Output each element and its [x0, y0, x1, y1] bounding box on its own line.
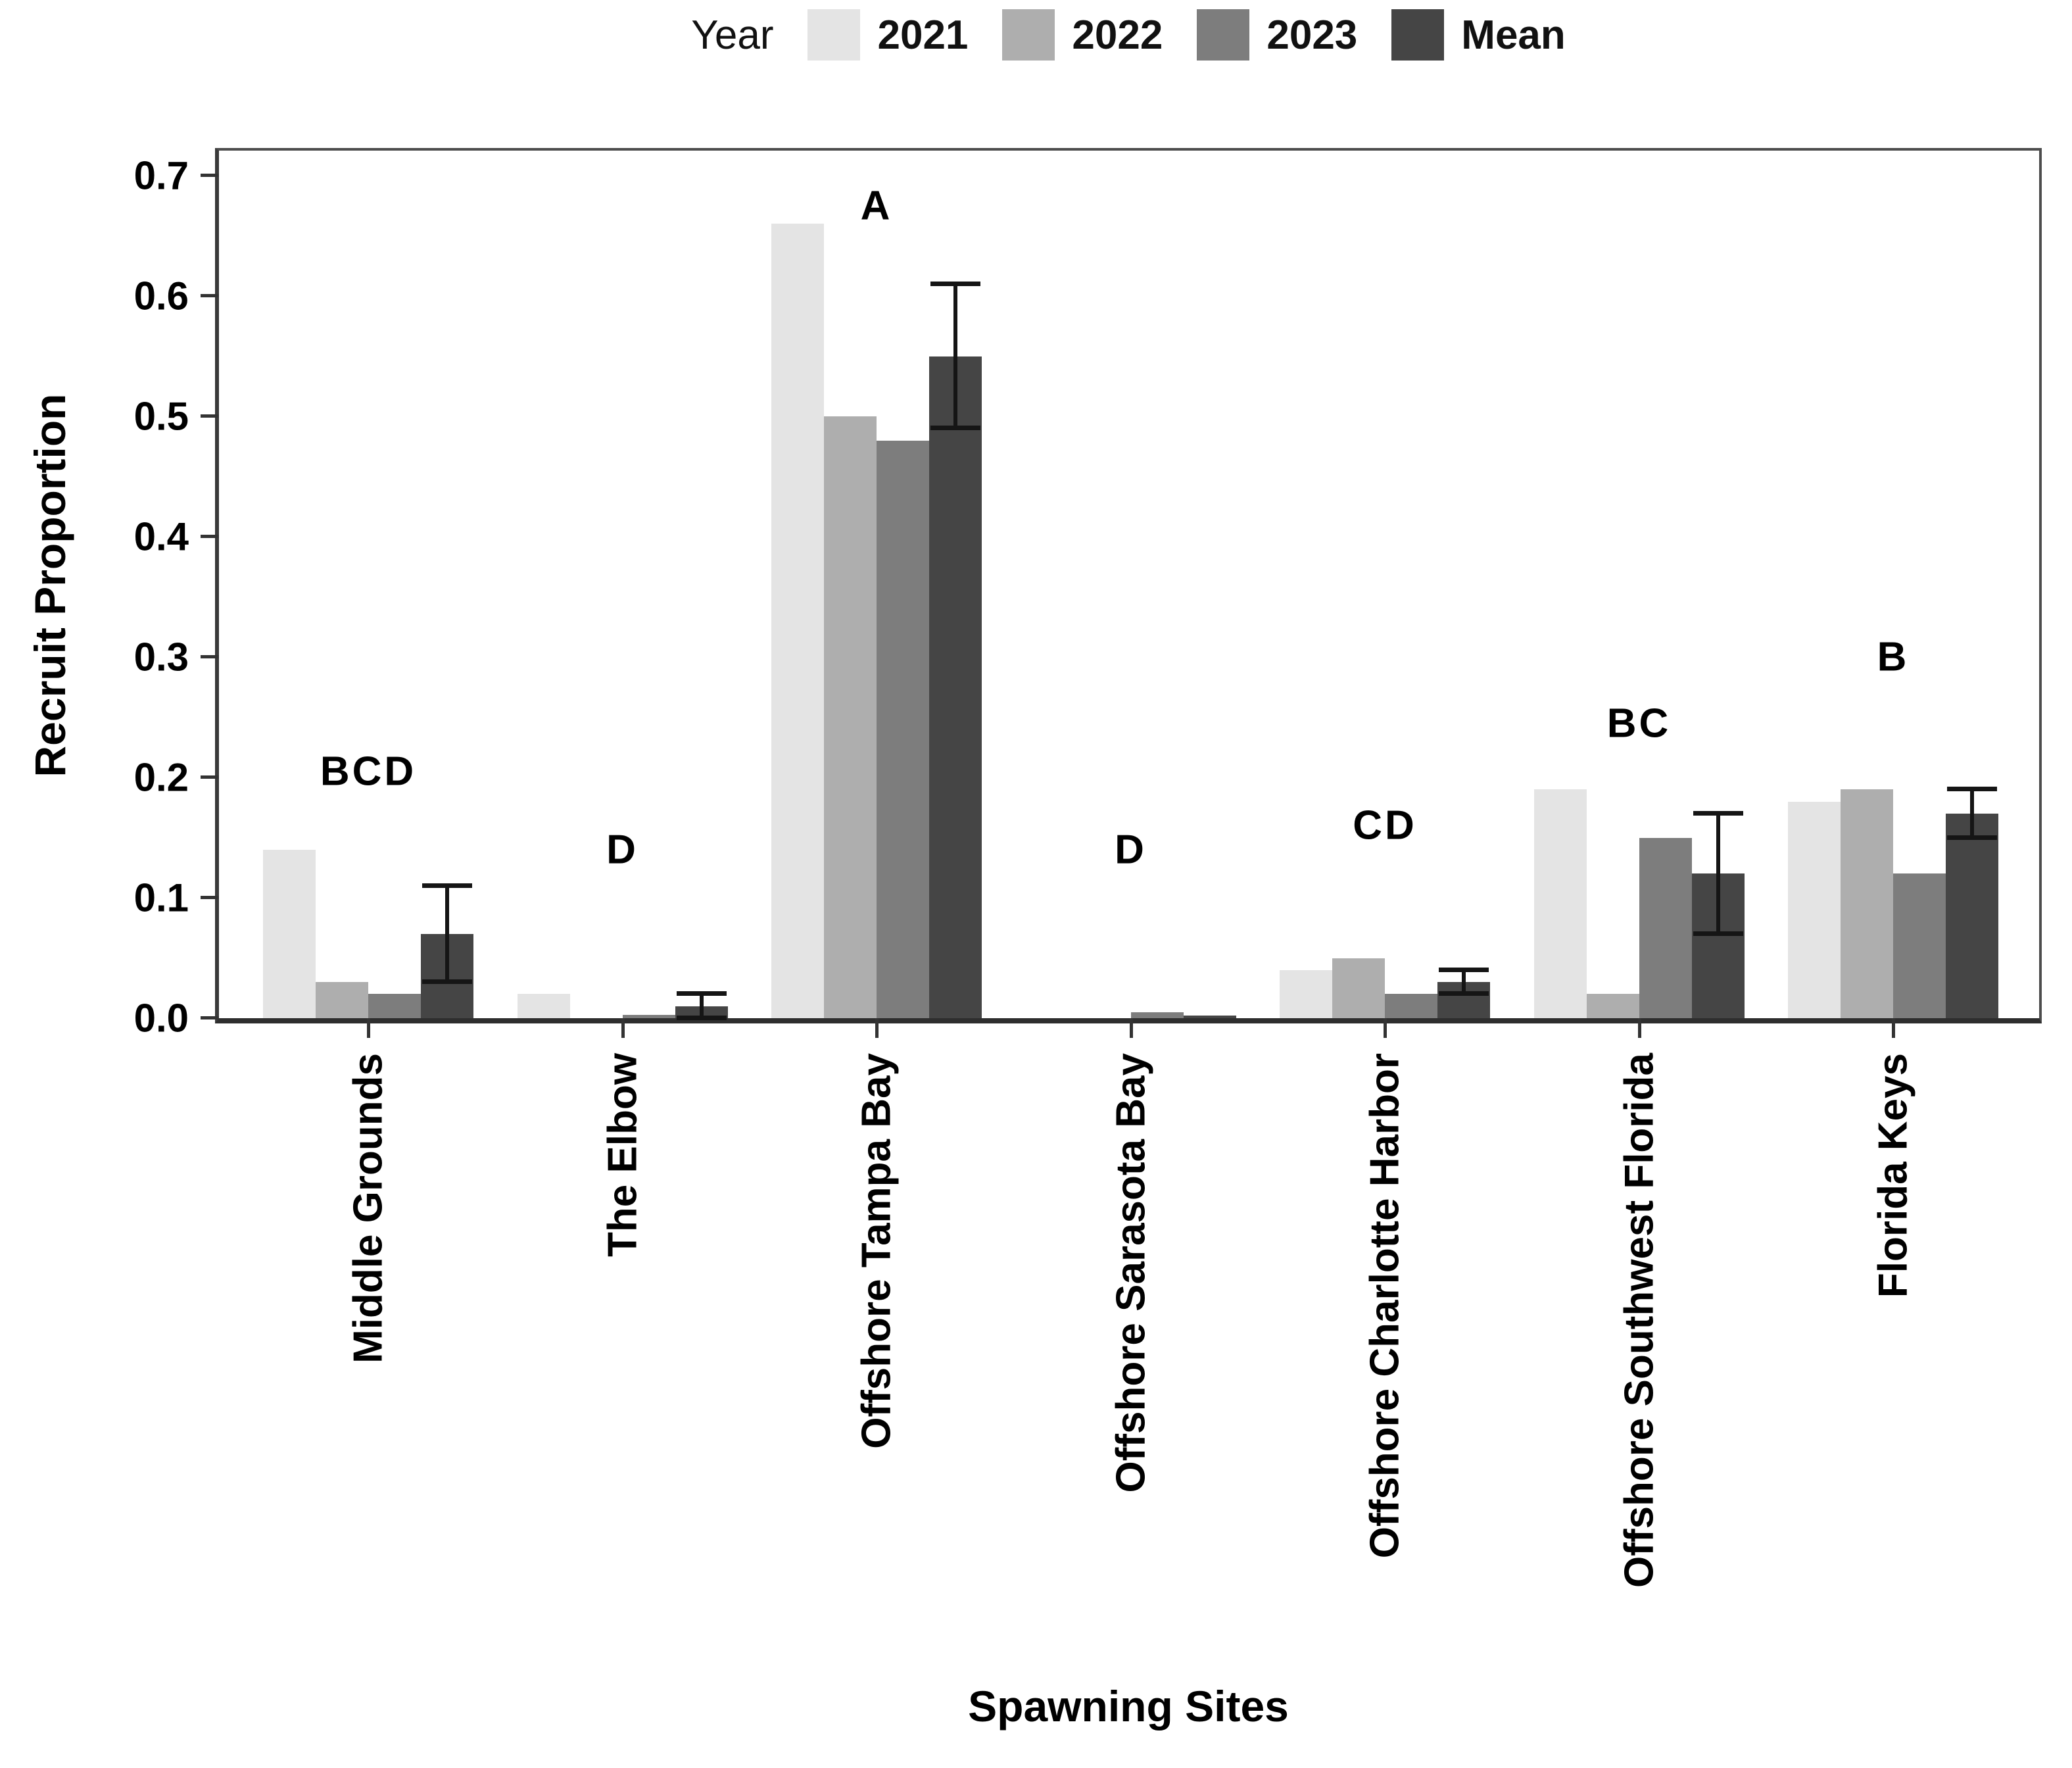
bar-2023-offshore-charlotte-harbor [1385, 994, 1437, 1018]
x-tick-mark [1637, 1018, 1641, 1038]
significance-letter-offshore-tampa-bay: A [860, 183, 893, 229]
x-axis-label-offshore-sarasota-bay: Offshore Sarasota Bay [1108, 1053, 1153, 1493]
error-bar-cap-middle-grounds [422, 979, 472, 985]
bar-2023-middle-grounds [368, 994, 421, 1018]
bar-2023-offshore-tampa-bay [877, 440, 929, 1018]
bar-2022-offshore-tampa-bay [824, 416, 877, 1018]
x-tick-mark [621, 1018, 625, 1038]
significance-letter-middle-grounds: BCD [320, 749, 417, 795]
bar-2021-offshore-southwest-florida [1533, 789, 1587, 1018]
error-bar-cap-offshore-southwest-florida [1693, 931, 1743, 936]
y-tick-label: 0.6 [133, 274, 189, 318]
error-bar-cap-florida-keys [1947, 787, 1997, 792]
significance-letter-offshore-charlotte-harbor: CD [1353, 802, 1417, 848]
y-axis-title: Recruit Proportion [26, 393, 74, 777]
significance-letter-offshore-southwest-florida: BC [1606, 700, 1672, 747]
error-bar-line-middle-grounds [445, 885, 449, 983]
chart-legend: Year 2021 2022 2023 Mean [215, 9, 2042, 61]
x-tick-mark [367, 1018, 370, 1038]
error-bar-line-the-elbow [699, 994, 704, 1018]
y-tick-label: 0.5 [133, 394, 189, 439]
y-tick-mark [201, 655, 219, 658]
error-bar-cap-florida-keys [1947, 835, 1997, 840]
x-tick-mark [875, 1018, 879, 1038]
error-bar-cap-the-elbow [676, 991, 727, 996]
bar-2023-offshore-sarasota-bay [1130, 1012, 1184, 1018]
error-bar-cap-offshore-tampa-bay [930, 426, 980, 431]
bar-2021-offshore-charlotte-harbor [1280, 970, 1332, 1018]
x-axis-label-florida-keys: Florida Keys [1870, 1053, 1916, 1298]
y-tick-label: 0.4 [133, 514, 189, 559]
bar-2023-offshore-southwest-florida [1639, 837, 1692, 1018]
y-tick-label: 0.3 [133, 635, 189, 679]
y-tick-mark [201, 1016, 219, 1019]
y-tick-mark [201, 414, 219, 418]
plot-area: 0.0 0.1 0.2 0.3 0.4 0.5 0.6 0.7 BCD D A D CD BC B [134, 148, 2042, 1041]
x-axis-label-middle-grounds: Middle Grounds [345, 1053, 391, 1363]
legend-item-2021: 2021 [807, 9, 968, 61]
y-tick-label: 0.2 [133, 755, 189, 800]
bar-2023-florida-keys [1893, 873, 1946, 1018]
y-tick-mark [201, 294, 219, 297]
error-bar-cap-offshore-charlotte-harbor [1439, 967, 1489, 972]
significance-letter-the-elbow: D [606, 827, 638, 873]
x-axis-title: Spawning Sites [968, 1682, 1289, 1731]
x-axis-label-offshore-tampa-bay: Offshore Tampa Bay [854, 1053, 900, 1449]
error-bar-cap-the-elbow [676, 1016, 727, 1020]
bar-2021-the-elbow [517, 994, 570, 1018]
error-bar-cap-middle-grounds [422, 883, 472, 888]
bar-2021-middle-grounds [263, 849, 316, 1018]
error-bar-cap-offshore-tampa-bay [930, 281, 980, 286]
legend-label-2022: 2022 [1072, 12, 1163, 58]
bar-mean-offshore-sarasota-bay [1183, 1016, 1236, 1018]
error-bar-line-florida-keys [1970, 789, 1974, 838]
legend-label-2021: 2021 [877, 12, 969, 58]
x-tick-mark [1384, 1018, 1387, 1038]
y-tick-mark [201, 896, 219, 899]
bar-mean-florida-keys [1946, 813, 1998, 1018]
bar-2022-offshore-charlotte-harbor [1332, 958, 1385, 1018]
y-tick-mark [201, 535, 219, 538]
error-bar-cap-offshore-charlotte-harbor [1439, 991, 1489, 996]
y-tick-label: 0.1 [133, 875, 189, 920]
y-tick-mark [201, 174, 219, 177]
legend-item-mean: Mean [1391, 9, 1566, 61]
y-tick-label: 0.0 [133, 996, 189, 1041]
x-axis-label-offshore-charlotte-harbor: Offshore Charlotte Harbor [1362, 1053, 1408, 1559]
legend-swatch-2023 [1197, 9, 1250, 61]
legend-title: Year [691, 12, 774, 58]
bar-mean-offshore-tampa-bay [929, 356, 982, 1018]
x-axis-label-the-elbow: The Elbow [600, 1053, 645, 1257]
significance-letter-offshore-sarasota-bay: D [1115, 827, 1147, 873]
legend-item-2022: 2022 [1002, 9, 1163, 61]
x-axis-label-offshore-southwest-florida: Offshore Southwest Florida [1616, 1053, 1662, 1588]
y-tick-mark [201, 775, 219, 779]
error-bar-line-offshore-charlotte-harbor [1462, 970, 1466, 994]
error-bar-line-offshore-tampa-bay [953, 283, 957, 429]
x-tick-mark [1129, 1018, 1133, 1038]
y-tick-label: 0.7 [133, 153, 189, 198]
significance-letter-florida-keys: B [1877, 634, 1910, 680]
legend-label-mean: Mean [1461, 12, 1566, 58]
error-bar-line-offshore-southwest-florida [1716, 813, 1720, 934]
legend-swatch-2022 [1002, 9, 1055, 61]
legend-swatch-2021 [807, 9, 861, 61]
legend-label-2023: 2023 [1266, 12, 1358, 58]
x-tick-mark [1892, 1018, 1895, 1038]
bar-2022-florida-keys [1841, 789, 1893, 1018]
bar-2021-florida-keys [1788, 801, 1841, 1018]
bar-2021-offshore-tampa-bay [771, 224, 824, 1018]
error-bar-cap-offshore-southwest-florida [1693, 810, 1743, 816]
bar-2022-offshore-southwest-florida [1586, 994, 1639, 1018]
bar-2022-middle-grounds [316, 982, 368, 1018]
legend-swatch-mean [1391, 9, 1445, 61]
legend-item-2023: 2023 [1197, 9, 1357, 61]
bar-2023-the-elbow [622, 1014, 675, 1018]
